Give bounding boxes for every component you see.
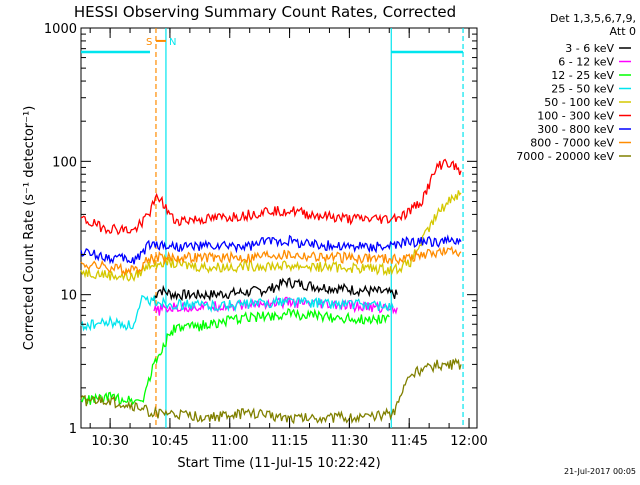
x-tick-label: 11:15 (271, 434, 308, 449)
y-tick-label: 1000 (44, 22, 77, 37)
series-line (80, 294, 394, 332)
legend-entry-label: 25 - 50 keV (551, 83, 614, 96)
legend-header-line-1: Det 1,3,5,6,7,9, (550, 12, 636, 25)
series-line (80, 245, 462, 277)
legend-entry-label: 12 - 25 keV (551, 69, 614, 82)
axes-layer: 1 10 100 1000 10:30 10:45 11:00 11:15 11:30 11:45… (44, 22, 488, 449)
series-line (80, 357, 462, 425)
legend-entry-label: 3 - 6 keV (565, 42, 614, 55)
x-tick-label: 10:30 (91, 434, 128, 449)
legend-entry-label: 50 - 100 keV (544, 96, 614, 109)
legend-entry-label: 7000 - 20000 keV (516, 150, 614, 163)
series-line (80, 190, 462, 283)
legend-entry-label: 100 - 300 keV (537, 110, 614, 123)
event-marker-label: S (146, 37, 152, 48)
plot-frame (80, 27, 478, 429)
x-tick-label: 11:00 (211, 434, 248, 449)
event-marker-label: N (169, 37, 176, 48)
plot-area (80, 27, 478, 429)
y-tick-label: 100 (52, 155, 77, 170)
x-axis-label: Start Time (11-Jul-15 10:22:42) (177, 456, 380, 471)
series-line (80, 158, 462, 236)
series-line (80, 308, 390, 406)
y-tick-label: 10 (60, 289, 77, 304)
legend-entry-label: 300 - 800 keV (537, 123, 614, 136)
legend-header-line-2: Att 0 (610, 25, 636, 38)
legend-entry-label: 800 - 7000 keV (530, 137, 614, 150)
series-layer (80, 158, 462, 425)
series-line (80, 234, 462, 265)
x-tick-label: 10:45 (151, 434, 188, 449)
series-line (153, 277, 398, 302)
x-tick-label: 11:45 (390, 434, 427, 449)
legend-entry-label: 6 - 12 keV (558, 56, 614, 69)
chart-title: HESSI Observing Summary Count Rates, Cor… (74, 3, 456, 21)
x-tick-label: 11:30 (331, 434, 368, 449)
y-axis-label: Corrected Count Rate (s⁻¹ detector⁻¹) (22, 106, 37, 351)
y-tick-label: 1 (69, 422, 77, 437)
date-stamp: 21-Jul-2017 00:05 (564, 467, 636, 476)
x-tick-label: 12:00 (450, 434, 487, 449)
